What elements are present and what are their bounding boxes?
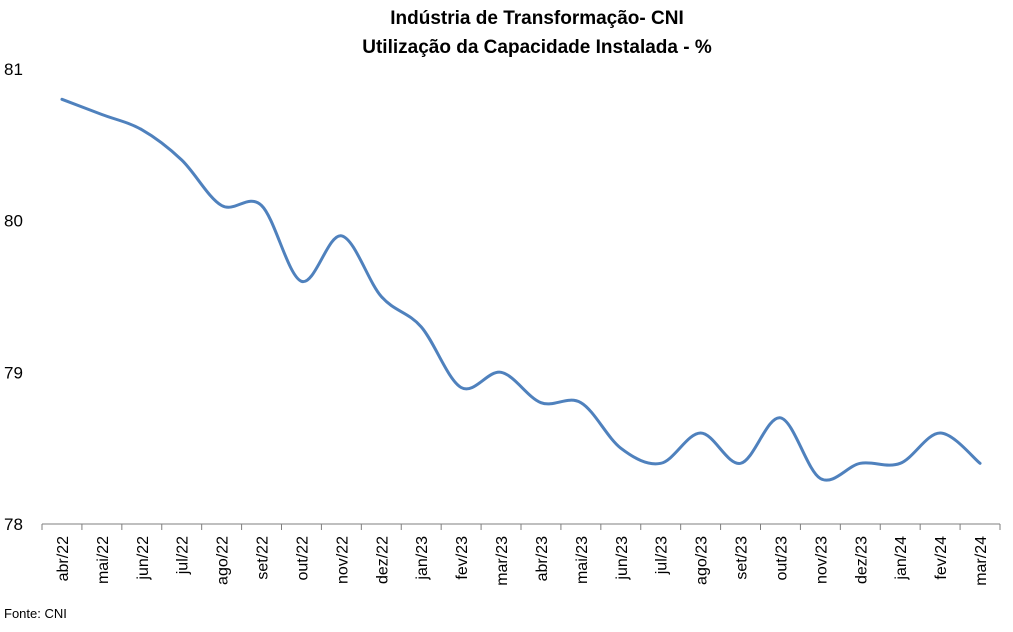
x-tick-label: out/23: [773, 536, 790, 581]
x-tick-label: ago/22: [215, 536, 232, 585]
x-tick-label: set/23: [734, 536, 751, 580]
x-tick-label: out/22: [294, 536, 311, 581]
source-note: Fonte: CNI: [4, 606, 67, 621]
x-tick-label: dez/22: [374, 536, 391, 584]
x-tick-label: fev/24: [933, 536, 950, 580]
x-tick-label: mai/23: [574, 536, 591, 584]
x-tick-label: abr/22: [55, 536, 72, 581]
x-tick-label: jul/22: [175, 536, 192, 575]
x-tick-label: set/22: [255, 536, 272, 580]
x-tick-label: jan/23: [414, 536, 431, 581]
x-tick-label: jan/24: [893, 536, 910, 581]
y-axis-ticks: 78 79 80 81: [4, 60, 23, 534]
x-tick-label: jul/23: [654, 536, 671, 575]
x-tick-label: jun/23: [614, 536, 631, 581]
chart-title: Indústria de Transformação- CNI: [390, 8, 684, 29]
x-tick-label: fev/23: [454, 536, 471, 580]
x-tick-label: dez/23: [853, 536, 870, 584]
x-tick-label: ago/23: [694, 536, 711, 585]
x-axis-ticks: abr/22 mai/22 jun/22 jul/22 ago/22 set/22 out/…: [41, 524, 1001, 586]
x-tick-label: abr/23: [534, 536, 551, 581]
x-tick-label: jun/22: [135, 536, 152, 581]
x-tick-label: nov/22: [334, 536, 351, 584]
y-tick-label: 79: [4, 363, 23, 382]
x-tick-label: mai/22: [95, 536, 112, 584]
y-tick-label: 78: [4, 515, 23, 534]
y-tick-label: 80: [4, 212, 23, 231]
y-tick-label: 81: [4, 60, 23, 79]
chart-subtitle: Utilização da Capacidade Instalada - %: [362, 37, 712, 58]
x-tick-label: mar/23: [494, 536, 511, 586]
x-tick-label: nov/23: [813, 536, 830, 584]
x-tick-label: mar/24: [973, 536, 990, 586]
series-line: [60, 97, 982, 482]
